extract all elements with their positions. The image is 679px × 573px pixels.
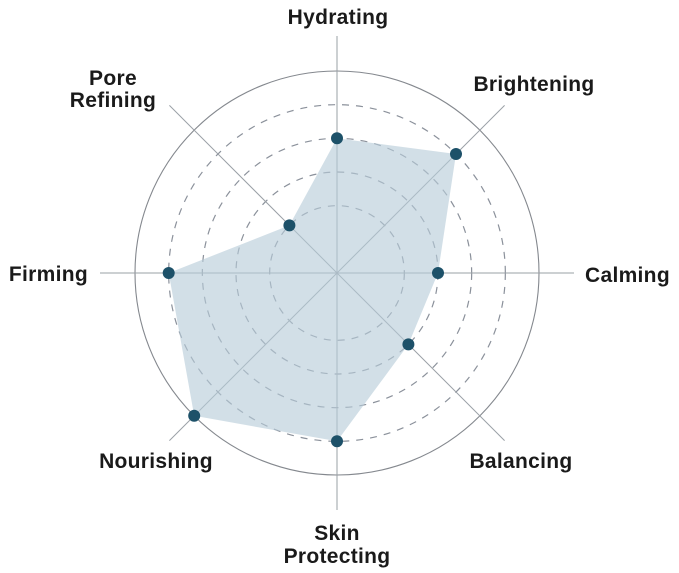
axis-label-line: Nourishing — [99, 450, 213, 473]
data-point-calming — [432, 267, 444, 279]
axis-label-line: Firming — [9, 263, 88, 286]
radar-polygon — [168, 138, 456, 442]
axis-label-line: Balancing — [469, 450, 572, 473]
data-point-brightening — [450, 148, 462, 160]
data-point-hydrating — [331, 132, 343, 145]
data-point-pore-refining — [283, 219, 296, 232]
data-point-nourishing — [188, 409, 201, 422]
axis-label-nourishing: Nourishing — [99, 450, 213, 473]
axis-label-pore-refining: Pore Refining — [70, 67, 156, 112]
axis-label-balancing: Balancing — [469, 450, 572, 473]
data-point-skin-protecting — [331, 435, 343, 448]
axis-label-calming: Calming — [585, 264, 670, 287]
axis-label-hydrating: Hydrating — [288, 6, 389, 29]
axis-label-line: Hydrating — [288, 6, 389, 29]
axis-label-line: Brightening — [473, 73, 594, 96]
axis-label-line: Protecting — [284, 545, 391, 568]
axis-label-line: Refining — [70, 89, 156, 112]
data-point-firming — [162, 267, 175, 279]
axis-label-line: Calming — [585, 264, 670, 287]
axis-label-firming: Firming — [9, 263, 88, 286]
data-point-balancing — [402, 338, 415, 351]
axis-label-skin-protecting: Skin Protecting — [284, 522, 391, 568]
axis-label-line: Skin — [314, 522, 360, 545]
axis-label-line: Pore — [89, 67, 137, 90]
axis-label-brightening: Brightening — [473, 73, 594, 96]
